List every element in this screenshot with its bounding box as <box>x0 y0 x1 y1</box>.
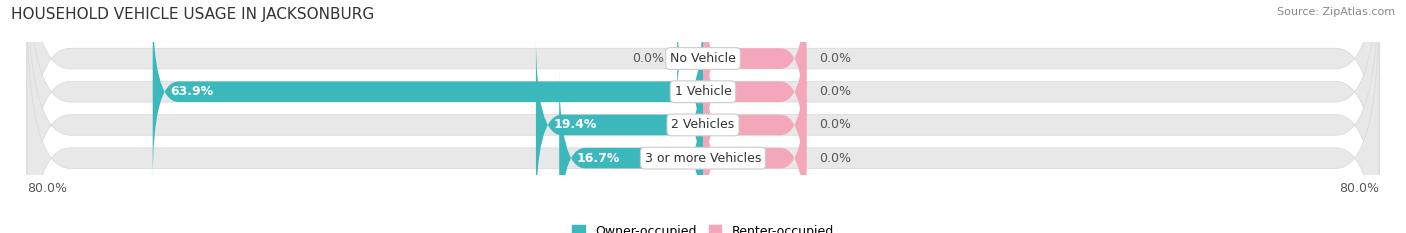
FancyBboxPatch shape <box>27 0 1379 214</box>
FancyBboxPatch shape <box>703 69 807 233</box>
Text: HOUSEHOLD VEHICLE USAGE IN JACKSONBURG: HOUSEHOLD VEHICLE USAGE IN JACKSONBURG <box>11 7 374 22</box>
FancyBboxPatch shape <box>678 19 703 98</box>
Text: 3 or more Vehicles: 3 or more Vehicles <box>645 152 761 165</box>
FancyBboxPatch shape <box>703 0 807 148</box>
Text: 19.4%: 19.4% <box>553 118 596 131</box>
FancyBboxPatch shape <box>560 69 703 233</box>
Text: 0.0%: 0.0% <box>820 85 851 98</box>
FancyBboxPatch shape <box>27 0 1379 233</box>
Text: 63.9%: 63.9% <box>170 85 214 98</box>
Text: 0.0%: 0.0% <box>820 52 851 65</box>
FancyBboxPatch shape <box>536 36 703 214</box>
Text: Source: ZipAtlas.com: Source: ZipAtlas.com <box>1277 7 1395 17</box>
FancyBboxPatch shape <box>153 2 703 181</box>
Text: 0.0%: 0.0% <box>633 52 664 65</box>
Text: No Vehicle: No Vehicle <box>671 52 735 65</box>
Legend: Owner-occupied, Renter-occupied: Owner-occupied, Renter-occupied <box>572 225 834 233</box>
FancyBboxPatch shape <box>703 36 807 214</box>
FancyBboxPatch shape <box>27 0 1379 233</box>
Text: 0.0%: 0.0% <box>820 118 851 131</box>
Text: 80.0%: 80.0% <box>1339 182 1379 195</box>
Text: 80.0%: 80.0% <box>27 182 67 195</box>
Text: 0.0%: 0.0% <box>820 152 851 165</box>
FancyBboxPatch shape <box>703 2 807 181</box>
Text: 1 Vehicle: 1 Vehicle <box>675 85 731 98</box>
Text: 16.7%: 16.7% <box>576 152 620 165</box>
Text: 2 Vehicles: 2 Vehicles <box>672 118 734 131</box>
FancyBboxPatch shape <box>27 2 1379 233</box>
